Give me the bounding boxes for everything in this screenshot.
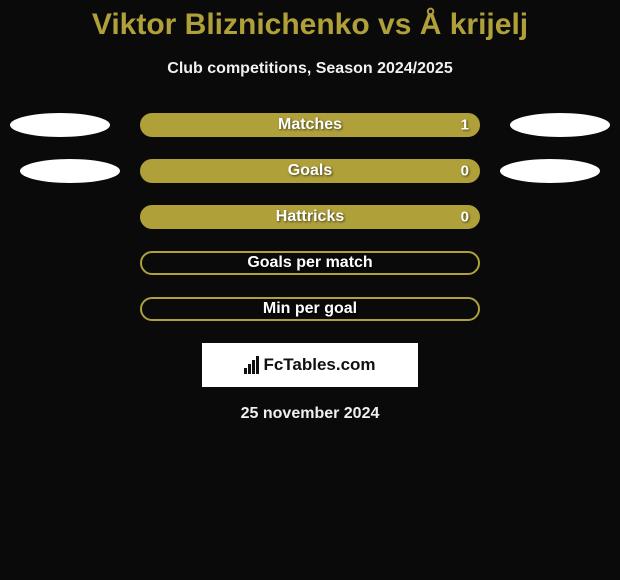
stat-row-hattricks: Hattricks 0	[0, 205, 620, 231]
stat-bar: Min per goal	[140, 297, 480, 321]
stat-rows: Matches 1 Goals 0 Hattricks 0 Goals per …	[0, 113, 620, 323]
stat-bar: Goals per match	[140, 251, 480, 275]
stat-label: Goals per match	[247, 254, 372, 272]
ellipse-left	[20, 159, 120, 183]
ellipse-left	[10, 113, 110, 137]
date-text: 25 november 2024	[0, 405, 620, 423]
page-title: Viktor Bliznichenko vs Å krijelj	[0, 8, 620, 42]
stat-label: Matches	[278, 116, 342, 134]
stat-row-min-per-goal: Min per goal	[0, 297, 620, 323]
stat-row-goals: Goals 0	[0, 159, 620, 185]
brand-inner: FcTables.com	[244, 355, 375, 375]
bar-chart-icon	[244, 356, 259, 374]
brand-text: FcTables.com	[263, 355, 375, 375]
stat-bar: Hattricks 0	[140, 205, 480, 229]
ellipse-right	[510, 113, 610, 137]
stat-bar: Matches 1	[140, 113, 480, 137]
stat-row-goals-per-match: Goals per match	[0, 251, 620, 277]
stat-label: Min per goal	[263, 300, 357, 318]
stat-bar: Goals 0	[140, 159, 480, 183]
stat-row-matches: Matches 1	[0, 113, 620, 139]
ellipse-right	[500, 159, 600, 183]
stat-label: Hattricks	[276, 208, 344, 226]
stats-card: Viktor Bliznichenko vs Å krijelj Club co…	[0, 0, 620, 423]
stat-value: 0	[461, 163, 469, 180]
stat-label: Goals	[288, 162, 332, 180]
stat-value: 1	[461, 117, 469, 134]
stat-value: 0	[461, 209, 469, 226]
brand-badge: FcTables.com	[202, 343, 418, 387]
subtitle: Club competitions, Season 2024/2025	[0, 60, 620, 78]
